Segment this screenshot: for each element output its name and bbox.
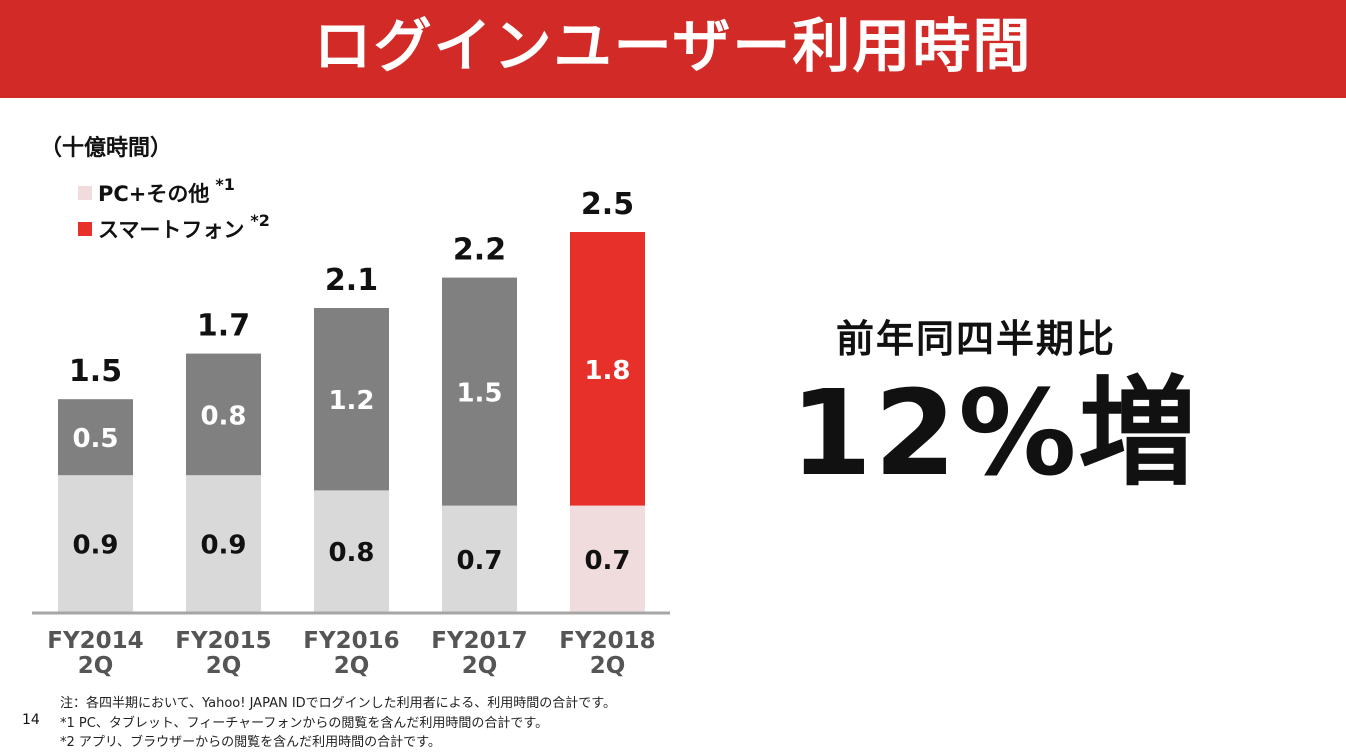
x-tick-label-quarter: 2Q <box>206 653 242 679</box>
x-tick-label-quarter: 2Q <box>78 653 114 679</box>
footnote-2: *2 アプリ、ブラウザーからの閲覧を含んだ利用時間の合計です。 <box>60 735 441 750</box>
x-tick-label-quarter: 2Q <box>462 653 498 679</box>
total-label: 2.5 <box>581 187 634 222</box>
total-label: 2.2 <box>453 233 506 268</box>
legend-item-pc-other: PC+その他 *1 <box>78 174 235 208</box>
total-label: 2.1 <box>325 263 378 298</box>
legend-label-smartphone: スマートフォン <box>98 218 245 242</box>
bar-pc-other <box>58 475 133 612</box>
bar-smartphone <box>58 399 133 476</box>
bar-smartphone <box>442 277 517 506</box>
bar-pc-other <box>314 490 389 612</box>
page-title: ログインユーザー利用時間 <box>313 12 1033 80</box>
bar-pc-other <box>570 505 645 612</box>
title-banner: ログインユーザー利用時間 <box>0 0 1346 98</box>
x-tick-label-year: FY2017 <box>431 628 527 654</box>
x-tick-label-year: FY2014 <box>47 628 143 654</box>
legend-swatch-pc-other <box>78 186 92 200</box>
page-number: 14 <box>22 712 40 728</box>
headline-label: 前年同四半期比 <box>836 317 1117 361</box>
bar-pc-other <box>442 505 517 612</box>
data-label-pc-other: 0.9 <box>72 531 118 561</box>
legend-note-pc-other: *1 <box>215 174 235 194</box>
data-label-smartphone: 1.5 <box>456 379 502 409</box>
footnote-1: *1 PC、タブレット、フィーチャーフォンからの閲覧を含んだ利用時間の合計です。 <box>60 716 549 731</box>
data-label-pc-other: 0.7 <box>456 546 502 576</box>
legend-swatch-smartphone <box>78 222 92 236</box>
unit-label: （十億時間） <box>40 136 173 161</box>
x-tick-label-year: FY2015 <box>175 628 271 654</box>
data-label-pc-other: 0.7 <box>584 546 630 576</box>
data-label-smartphone: 1.8 <box>584 356 630 386</box>
data-label-pc-other: 0.9 <box>200 531 246 561</box>
x-tick-label-year: FY2016 <box>303 628 399 654</box>
data-label-smartphone: 0.5 <box>72 424 118 454</box>
legend-label-pc-other: PC+その他 <box>98 182 210 206</box>
x-tick-label-quarter: 2Q <box>334 653 370 679</box>
bar-smartphone <box>314 308 389 491</box>
data-label-smartphone: 0.8 <box>200 401 246 431</box>
bar-pc-other <box>186 475 261 612</box>
stacked-bar-chart: 0.90.51.5FY20142Q0.90.81.7FY20152Q0.81.2… <box>32 187 670 679</box>
data-label-pc-other: 0.8 <box>328 538 374 568</box>
x-tick-label-year: FY2018 <box>559 628 655 654</box>
headline-value: 12%増 <box>790 364 1199 502</box>
legend-item-smartphone: スマートフォン *2 <box>78 210 270 244</box>
footnote-main: 注：各四半期において、Yahoo! JAPAN IDでログインした利用者による、… <box>60 696 616 711</box>
total-label: 1.5 <box>69 354 122 389</box>
bar-smartphone <box>186 353 261 476</box>
bar-smartphone <box>570 232 645 506</box>
data-label-smartphone: 1.2 <box>328 386 374 416</box>
legend-note-smartphone: *2 <box>250 210 270 230</box>
x-tick-label-quarter: 2Q <box>590 653 626 679</box>
total-label: 1.7 <box>197 309 250 344</box>
